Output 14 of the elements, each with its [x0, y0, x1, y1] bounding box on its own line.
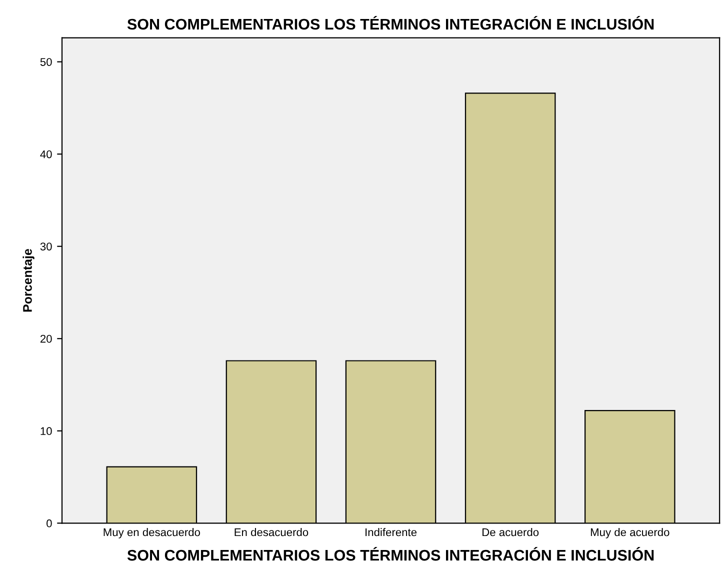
y-axis-title: Porcentaje: [22, 248, 34, 312]
x-tick-label: En desacuerdo: [234, 528, 308, 536]
y-tick-label: 50: [40, 58, 52, 66]
y-tick-label: 40: [40, 150, 52, 158]
chart-title: SON COMPLEMENTARIOS LOS TÉRMINOS INTEGRACIÓN E INCLUSIÓN: [127, 16, 654, 30]
y-tick-label: 0: [46, 519, 52, 528]
x-tick-label: Muy en desacuerdo: [104, 528, 200, 538]
x-axis-title: SON COMPLEMENTARIOS LOS TÉRMINOS INTEGRACIÓN E INCLUSIÓN: [127, 547, 654, 561]
y-tick-label: 30: [40, 242, 52, 250]
x-tick-label: De acuerdo: [482, 528, 539, 536]
y-tick-label: 20: [40, 334, 52, 343]
x-tick-label: Muy de acuerdo: [590, 528, 670, 538]
y-tick-label: 10: [40, 427, 52, 436]
x-tick-label: Indiferente: [366, 528, 417, 536]
